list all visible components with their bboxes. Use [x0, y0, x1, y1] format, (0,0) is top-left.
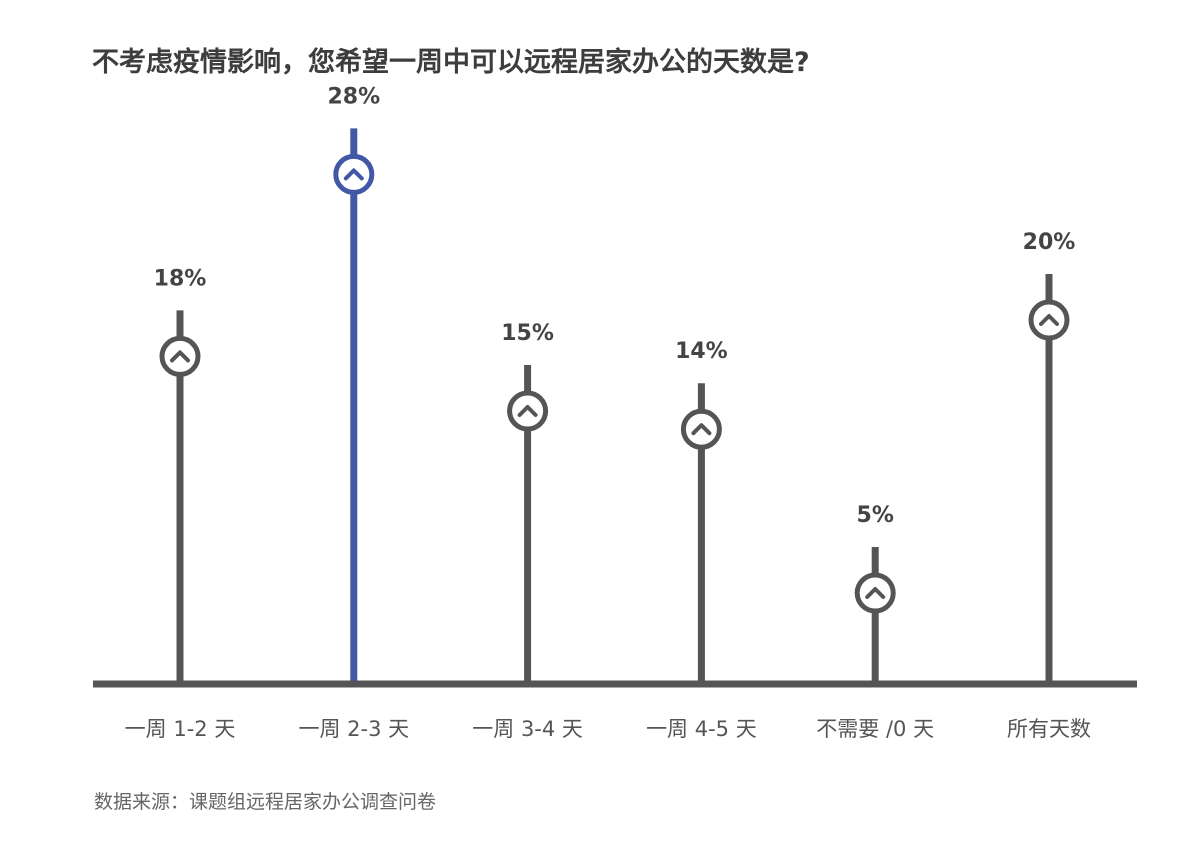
x-tick-label: 不需要 /0 天	[816, 717, 934, 741]
lollipop-marker	[854, 572, 896, 614]
lollipop-marker	[507, 390, 549, 432]
lollipop-1: 18%	[154, 266, 207, 684]
value-label: 14%	[675, 339, 728, 364]
chart-title: 不考虑疫情影响，您希望一周中可以远程居家办公的天数是?	[92, 47, 810, 78]
x-tick-label: 一周 3-4 天	[472, 717, 583, 741]
lollipop-6: 20%	[1023, 230, 1076, 684]
lollipop-series: 18% 28% 15% 14% 5% 20%	[154, 84, 1076, 684]
chevron-up-icon	[343, 168, 364, 181]
x-axis-labels: 一周 1-2 天 一周 2-3 天 一周 3-4 天 一周 4-5 天 不需要 /0 天…	[125, 717, 1091, 741]
chevron-up-icon	[691, 423, 712, 436]
lollipop-marker	[333, 153, 375, 195]
lollipop-marker	[159, 335, 201, 377]
chevron-up-icon	[1039, 314, 1059, 326]
lollipop-3: 15%	[501, 321, 554, 684]
x-tick-label: 一周 1-2 天	[125, 717, 236, 741]
x-tick-label: 一周 4-5 天	[646, 717, 757, 741]
lollipop-marker	[1028, 299, 1070, 341]
lollipop-marker	[680, 408, 722, 450]
chevron-up-icon	[170, 350, 190, 363]
data-source-note: 数据来源：课题组远程居家办公调查问卷	[94, 791, 437, 813]
lollipop-5: 5%	[854, 503, 896, 684]
value-label: 15%	[501, 321, 554, 346]
value-label: 28%	[327, 84, 380, 109]
chevron-up-icon	[517, 405, 538, 417]
value-label: 5%	[857, 503, 894, 528]
value-label: 20%	[1023, 230, 1076, 255]
lollipop-4: 14%	[675, 339, 728, 684]
chevron-up-icon	[865, 587, 886, 599]
x-tick-label: 一周 2-3 天	[298, 717, 409, 741]
value-label: 18%	[154, 266, 207, 291]
x-tick-label: 所有天数	[1007, 717, 1091, 741]
lollipop-2: 28%	[327, 84, 380, 684]
